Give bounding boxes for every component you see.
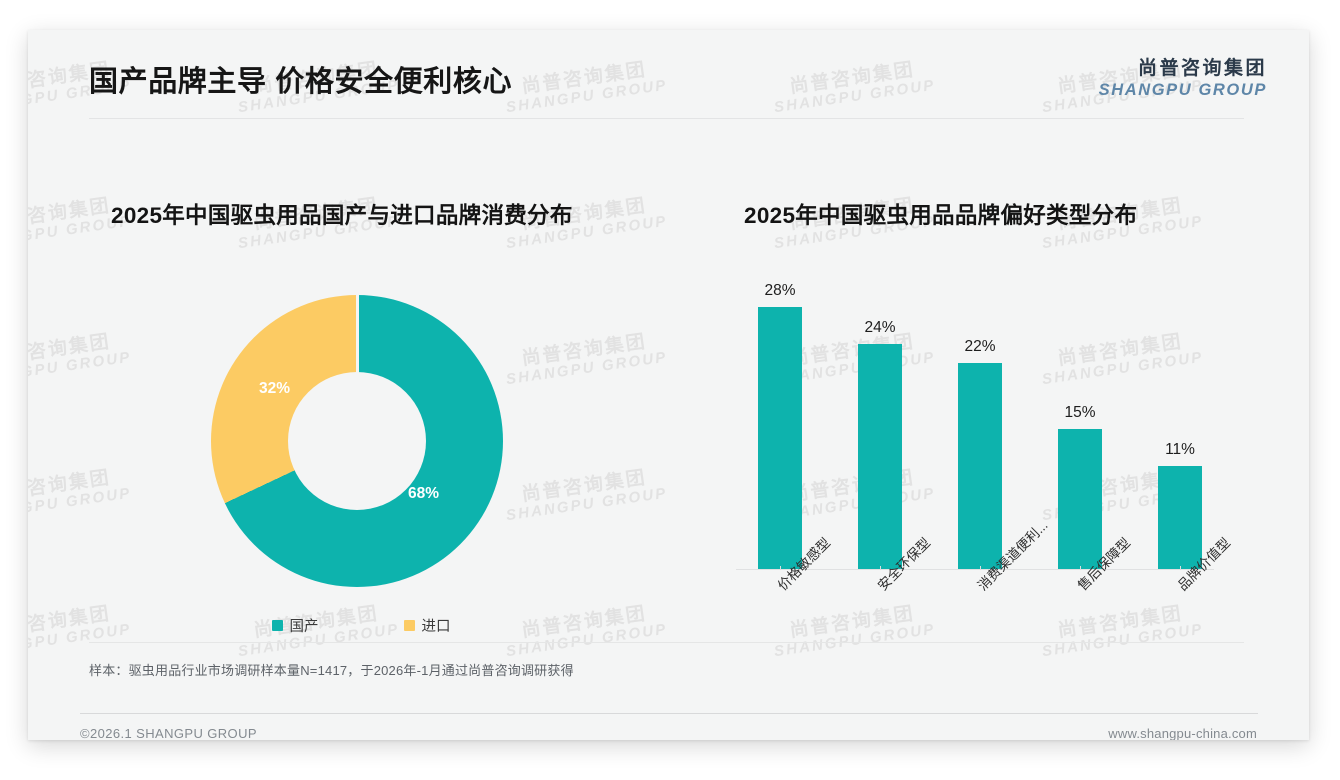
sample-note: 样本：驱虫用品行业市场调研样本量N=1417，于2026年-1月通过尚普咨询调研… (89, 642, 1244, 679)
legend-swatch-icon-imported (403, 620, 415, 631)
bar-value-label: 11% (1165, 441, 1195, 458)
bar-column[interactable]: 11% (1158, 441, 1202, 569)
brand-logo: 尚普咨询集团 SHANGPU GROUP (1099, 58, 1267, 101)
donut-legend: 国产 进口 (56, 615, 666, 636)
legend-swatch-icon-domestic (271, 620, 283, 631)
donut-chart-panel: 2025年中国驱虫用品国产与进口品牌消费分布 68% 32% 国产 进口 (56, 170, 666, 660)
bar-column[interactable]: 28% (758, 282, 802, 569)
donut-chart-title: 2025年中国驱虫用品国产与进口品牌消费分布 (111, 203, 573, 228)
legend-label-imported: 进口 (421, 619, 451, 635)
donut-slice-value-imported: 32% (259, 380, 291, 397)
brand-name-cn: 尚普咨询集团 (1137, 58, 1267, 79)
donut-slice-gap (355, 295, 359, 441)
bar-value-label: 24% (864, 319, 896, 336)
legend-label-domestic: 国产 (289, 619, 319, 635)
sample-note-divider (89, 642, 1244, 643)
bar-axis-tick (1180, 566, 1181, 570)
bar-column[interactable]: 24% (858, 319, 902, 569)
bar-rect[interactable] (858, 344, 902, 569)
donut-chart: 68% 32% (211, 295, 503, 587)
header-divider (89, 118, 1244, 119)
bar-chart-axis (736, 569, 1214, 570)
footer-website[interactable]: www.shangpu-china.com (1108, 726, 1257, 740)
bar-rect[interactable] (758, 307, 802, 569)
bar-chart-title: 2025年中国驱虫用品品牌偏好类型分布 (744, 203, 1138, 228)
bar-chart: 28% 价格敏感型 24% 安全环保型 22% 消费渠道便利... 15% 售后保障型 11% 品… (728, 280, 1258, 593)
bar-value-label: 22% (964, 338, 996, 355)
bar-column[interactable]: 15% (1058, 404, 1102, 569)
footer-copyright: ©2026.1 SHANGPU GROUP (80, 726, 257, 740)
bar-axis-tick (1080, 566, 1081, 570)
slide-header: 国产品牌主导 价格安全便利核心 尚普咨询集团 SHANGPU GROUP (28, 30, 1309, 118)
slide-card: 尚普咨询集团 SHANGPU GROUP 尚普咨询集团 SHANGPU GROUP 尚普… (28, 30, 1309, 740)
sample-note-text: 样本：驱虫用品行业市场调研样本量N=1417，于2026年-1月通过尚普咨询调研… (89, 663, 574, 678)
bar-rect[interactable] (958, 363, 1002, 569)
legend-item-domestic[interactable]: 国产 (271, 615, 319, 636)
legend-item-imported[interactable]: 进口 (403, 615, 451, 636)
footer-divider (80, 713, 1258, 714)
bar-rect[interactable] (1158, 466, 1202, 569)
bar-value-label: 28% (764, 282, 796, 299)
bar-axis-tick (980, 566, 981, 570)
page-title: 国产品牌主导 价格安全便利核心 (89, 66, 513, 98)
brand-name-en: SHANGPU GROUP (1098, 81, 1267, 100)
bar-value-label: 15% (1064, 404, 1096, 421)
slide-footer: ©2026.1 SHANGPU GROUP www.shangpu-china.… (28, 722, 1309, 740)
bar-chart-panel: 2025年中国驱虫用品品牌偏好类型分布 28% 价格敏感型 24% 安全环保型 22% 消… (678, 170, 1288, 660)
bar-axis-tick (880, 566, 881, 570)
bar-column[interactable]: 22% (958, 338, 1002, 569)
bar-rect[interactable] (1058, 429, 1102, 569)
donut-slice-value-domestic: 68% (408, 485, 440, 502)
donut-hole (288, 372, 426, 510)
bar-axis-tick (780, 566, 781, 570)
